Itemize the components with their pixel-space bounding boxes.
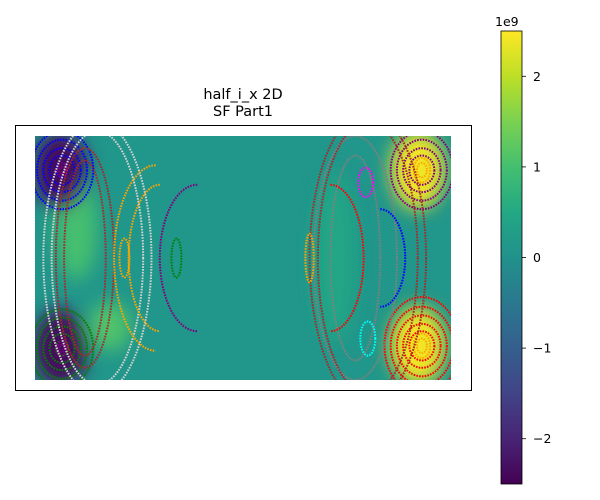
contour-bottom-left-green-rings-1 bbox=[48, 332, 76, 364]
colorbar bbox=[500, 30, 523, 485]
contour-lines bbox=[35, 136, 451, 380]
contour-bottom-left-green-rings-3 bbox=[36, 316, 88, 380]
contour-bottom-right-red-rings-1 bbox=[402, 322, 442, 369]
contour-right-band-brown-rings-0 bbox=[316, 136, 419, 380]
contour-top-right-purple-rings-3 bbox=[389, 136, 451, 211]
colorbar-tick-label-0: 2 bbox=[533, 69, 541, 84]
contour-bottom-right-red-rings-4 bbox=[383, 296, 451, 380]
contour-top-right-purple-rings-2 bbox=[395, 138, 448, 202]
contour-top-left-blue-rings-3 bbox=[36, 138, 88, 202]
heatmap-blob-left-band-lower bbox=[89, 301, 131, 351]
contour-right-blue-arc bbox=[380, 208, 407, 308]
contour-left-orange-loop bbox=[118, 237, 131, 279]
contour-left-band-brown-rings-1 bbox=[54, 147, 116, 369]
contour-right-band-brown-rings-1 bbox=[308, 136, 428, 380]
contour-bottom-right-orange-rings-0 bbox=[415, 337, 428, 355]
chart-title-line-2: SF Part1 bbox=[213, 104, 273, 120]
heatmap-field bbox=[35, 136, 451, 380]
contour-right-cyan-loop bbox=[359, 320, 377, 357]
contour-right-orange-loop bbox=[304, 232, 315, 284]
contour-left-orange-arc bbox=[113, 164, 156, 352]
contour-left-band-lightgray-rings-1 bbox=[42, 136, 153, 380]
colorbar-ticks: 2 1 0 −1 −2 bbox=[522, 69, 551, 446]
heatmap-blob-right-band bbox=[313, 172, 356, 344]
colorbar-offset-label: 1e9 bbox=[495, 14, 519, 29]
contour-left-green-loop bbox=[170, 237, 183, 279]
contour-top-right-orange-rings-0 bbox=[415, 161, 428, 179]
colorbar-tick-label-1: 1 bbox=[533, 159, 541, 174]
contour-center-right-grey-ring-0 bbox=[329, 154, 382, 362]
contour-bottom-right-red-rings-2 bbox=[395, 314, 448, 378]
contour-right-red-arc bbox=[330, 183, 365, 333]
contour-top-right-purple-rings-1 bbox=[402, 147, 442, 194]
colorbar-tick-label-4: −2 bbox=[533, 431, 551, 446]
colorbar-tick-label-2: 0 bbox=[533, 250, 541, 265]
contour-bottom-left-green-rings-4 bbox=[35, 308, 95, 380]
contour-bottom-right-orange-rings-1 bbox=[412, 332, 432, 360]
contour-top-left-blue-rings-1 bbox=[48, 154, 76, 186]
contour-bottom-right-red-rings-0 bbox=[408, 330, 436, 362]
chart-title-line-1: half_i_x 2D bbox=[203, 87, 282, 103]
colorbar-tick-label-3: −1 bbox=[533, 341, 551, 356]
contour-left-band-lightgray-rings-0 bbox=[50, 136, 145, 380]
contour-right-magenta-loop bbox=[357, 166, 375, 199]
contour-left-band-brown-rings-0 bbox=[63, 159, 107, 357]
contour-top-right-purple-rings-0 bbox=[408, 154, 436, 186]
